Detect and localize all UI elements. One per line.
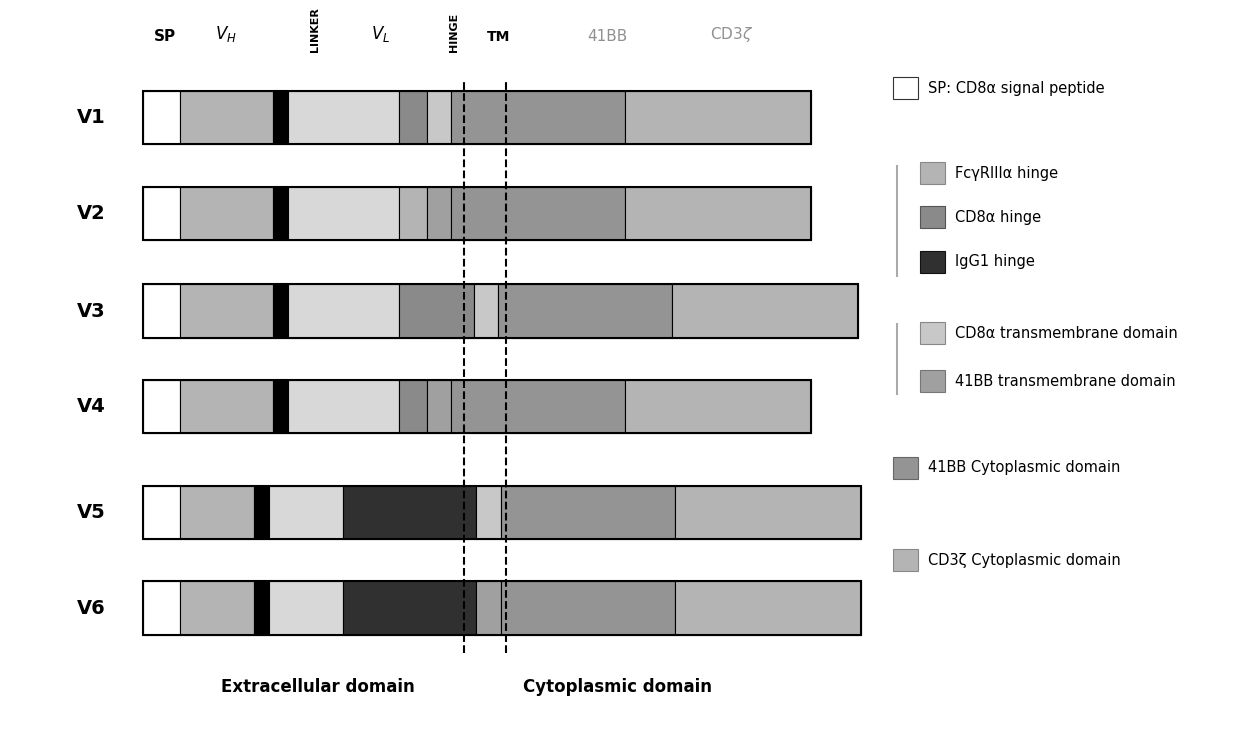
- Bar: [254, 581, 269, 635]
- Text: 41BB transmembrane domain: 41BB transmembrane domain: [955, 374, 1176, 388]
- Text: CD3$\zeta$: CD3$\zeta$: [711, 25, 753, 44]
- Bar: [625, 187, 811, 240]
- Bar: [675, 486, 861, 539]
- Text: TM: TM: [487, 30, 510, 44]
- Bar: [143, 486, 180, 539]
- Text: CD8α transmembrane domain: CD8α transmembrane domain: [955, 326, 1178, 340]
- Bar: [180, 187, 273, 240]
- Bar: [399, 284, 474, 338]
- Bar: [451, 380, 625, 433]
- Text: LINKER: LINKER: [310, 7, 320, 52]
- Bar: [893, 549, 918, 571]
- Bar: [180, 581, 254, 635]
- Bar: [180, 284, 273, 338]
- Bar: [893, 457, 918, 479]
- Bar: [474, 284, 498, 338]
- Bar: [273, 284, 288, 338]
- Bar: [143, 581, 861, 635]
- Bar: [143, 380, 180, 433]
- Bar: [143, 187, 811, 240]
- Bar: [920, 251, 945, 273]
- Bar: [254, 486, 269, 539]
- Bar: [399, 91, 427, 144]
- Bar: [180, 486, 254, 539]
- Text: FcγRIIIα hinge: FcγRIIIα hinge: [955, 166, 1058, 181]
- Text: CD8α hinge: CD8α hinge: [955, 210, 1040, 225]
- Bar: [427, 91, 451, 144]
- Bar: [675, 581, 861, 635]
- Bar: [288, 284, 399, 338]
- Bar: [476, 581, 501, 635]
- Text: IgG1 hinge: IgG1 hinge: [955, 254, 1034, 269]
- Bar: [427, 380, 451, 433]
- Text: SP: SP: [154, 29, 176, 44]
- Text: V1: V1: [77, 108, 105, 128]
- Bar: [920, 370, 945, 392]
- Text: V2: V2: [77, 204, 105, 223]
- Text: CD3ζ Cytoplasmic domain: CD3ζ Cytoplasmic domain: [928, 553, 1120, 567]
- Bar: [288, 187, 399, 240]
- Bar: [180, 91, 273, 144]
- Text: 41BB Cytoplasmic domain: 41BB Cytoplasmic domain: [928, 461, 1120, 475]
- Bar: [399, 187, 427, 240]
- Bar: [920, 322, 945, 344]
- Bar: [273, 187, 288, 240]
- Bar: [143, 187, 180, 240]
- Text: V4: V4: [77, 397, 105, 416]
- Bar: [893, 77, 918, 99]
- Bar: [288, 380, 399, 433]
- Bar: [143, 486, 861, 539]
- Text: V5: V5: [77, 503, 105, 522]
- Bar: [143, 284, 180, 338]
- Bar: [143, 380, 811, 433]
- Bar: [427, 187, 451, 240]
- Bar: [288, 91, 399, 144]
- Bar: [498, 284, 672, 338]
- Text: 41BB: 41BB: [588, 29, 627, 44]
- Bar: [625, 91, 811, 144]
- Bar: [269, 581, 343, 635]
- Text: Extracellular domain: Extracellular domain: [221, 679, 414, 696]
- Text: $V_L$: $V_L$: [371, 24, 391, 44]
- Bar: [343, 486, 476, 539]
- Bar: [143, 581, 180, 635]
- Text: V6: V6: [77, 598, 105, 618]
- Text: V3: V3: [77, 301, 105, 321]
- Bar: [273, 380, 288, 433]
- Bar: [399, 380, 427, 433]
- Bar: [143, 91, 180, 144]
- Bar: [143, 91, 811, 144]
- Bar: [451, 187, 625, 240]
- Bar: [343, 581, 476, 635]
- Bar: [672, 284, 858, 338]
- Text: $V_H$: $V_H$: [215, 24, 237, 44]
- Bar: [273, 91, 288, 144]
- Text: SP: CD8α signal peptide: SP: CD8α signal peptide: [928, 81, 1104, 96]
- Bar: [476, 486, 501, 539]
- Bar: [920, 206, 945, 228]
- Text: Cytoplasmic domain: Cytoplasmic domain: [523, 679, 712, 696]
- Bar: [501, 486, 675, 539]
- Bar: [269, 486, 343, 539]
- Bar: [180, 380, 273, 433]
- Bar: [625, 380, 811, 433]
- Bar: [451, 91, 625, 144]
- Bar: [920, 162, 945, 184]
- Bar: [501, 581, 675, 635]
- Text: HINGE: HINGE: [449, 13, 459, 52]
- Bar: [143, 284, 858, 338]
